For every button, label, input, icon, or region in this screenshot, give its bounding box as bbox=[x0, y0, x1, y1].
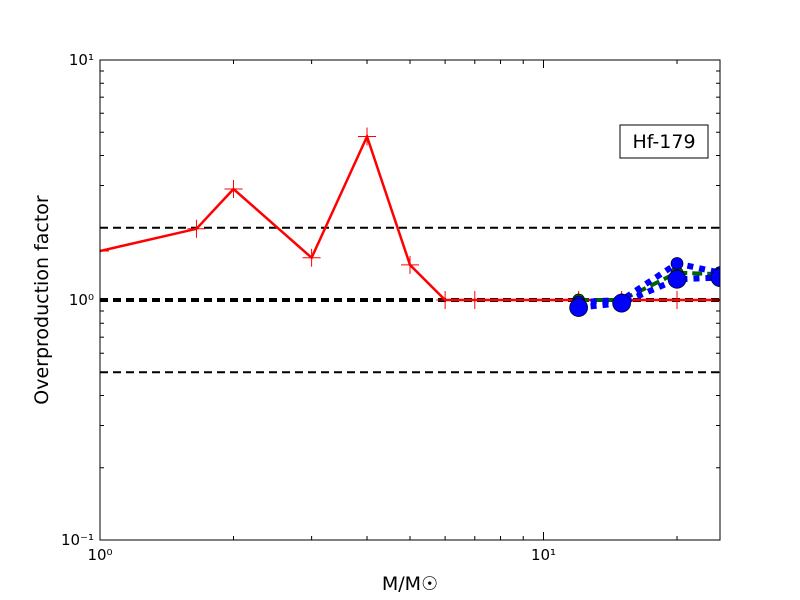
marker bbox=[710, 268, 720, 287]
x-axis-label: M/M☉ bbox=[382, 573, 438, 595]
x-tick-label: 10⁰ bbox=[87, 546, 112, 564]
marker bbox=[436, 291, 455, 309]
marker bbox=[358, 127, 377, 146]
x-tick-label: 10¹ bbox=[531, 546, 556, 564]
series-line bbox=[578, 270, 720, 302]
marker bbox=[670, 257, 684, 270]
annotation: Hf-179 bbox=[632, 131, 695, 153]
marker bbox=[100, 242, 109, 261]
marker bbox=[465, 291, 484, 309]
marker bbox=[224, 180, 243, 199]
y-tick-label: 10⁻¹ bbox=[61, 531, 94, 549]
y-tick-label: 10⁰ bbox=[69, 291, 94, 309]
marker bbox=[187, 219, 206, 238]
marker bbox=[302, 248, 321, 267]
y-tick-label: 10¹ bbox=[69, 51, 94, 69]
marker bbox=[612, 293, 631, 313]
marker bbox=[569, 298, 588, 317]
marker bbox=[401, 255, 419, 274]
marker bbox=[667, 269, 687, 289]
series-line bbox=[578, 260, 720, 306]
annotation-box bbox=[619, 124, 709, 159]
marker bbox=[668, 291, 687, 309]
y-axis-label: Overproduction factor bbox=[31, 195, 53, 405]
series-line bbox=[578, 274, 720, 311]
